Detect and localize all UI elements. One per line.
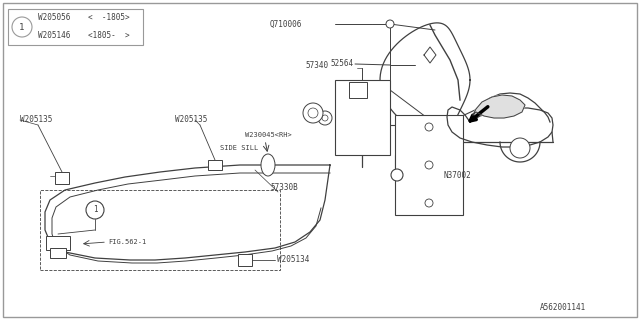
Bar [349,82,367,98]
Circle shape [322,115,328,121]
Text: 52564: 52564 [330,60,353,68]
Polygon shape [424,47,436,63]
Bar [335,80,390,155]
Text: Q710006: Q710006 [270,20,302,28]
Text: <  -1805>: < -1805> [88,13,130,22]
Text: A562001141: A562001141 [540,303,586,313]
Circle shape [303,103,323,123]
Circle shape [425,161,433,169]
Ellipse shape [261,154,275,176]
Text: 1: 1 [19,22,25,31]
Circle shape [510,138,530,158]
Bar [40,190,280,270]
Text: <1805-  >: <1805- > [88,31,130,41]
Text: W205135: W205135 [175,116,207,124]
Text: W205134: W205134 [277,255,309,265]
Circle shape [386,20,394,28]
Bar [8,9,143,45]
Polygon shape [380,23,470,137]
Bar [208,160,222,170]
Text: 57330B: 57330B [270,183,298,193]
Circle shape [425,199,433,207]
Bar [55,172,69,184]
Circle shape [86,201,104,219]
Bar [46,236,70,250]
Text: N37002: N37002 [444,171,472,180]
Text: FIG.562-1: FIG.562-1 [108,239,147,245]
Circle shape [391,169,403,181]
Text: W205146: W205146 [38,31,70,41]
Text: 57340: 57340 [305,60,328,69]
Text: W205135: W205135 [20,116,52,124]
Text: W205056: W205056 [38,13,70,22]
Circle shape [308,108,318,118]
Polygon shape [447,107,553,147]
Text: W230045<RH>: W230045<RH> [245,132,292,138]
Bar [50,248,66,258]
Bar [238,254,252,266]
Bar [395,115,463,215]
Circle shape [318,111,332,125]
Text: SIDE SILL: SIDE SILL [220,145,259,151]
Text: 1: 1 [93,205,97,214]
Circle shape [12,17,32,37]
Circle shape [425,123,433,131]
Polygon shape [473,95,525,118]
